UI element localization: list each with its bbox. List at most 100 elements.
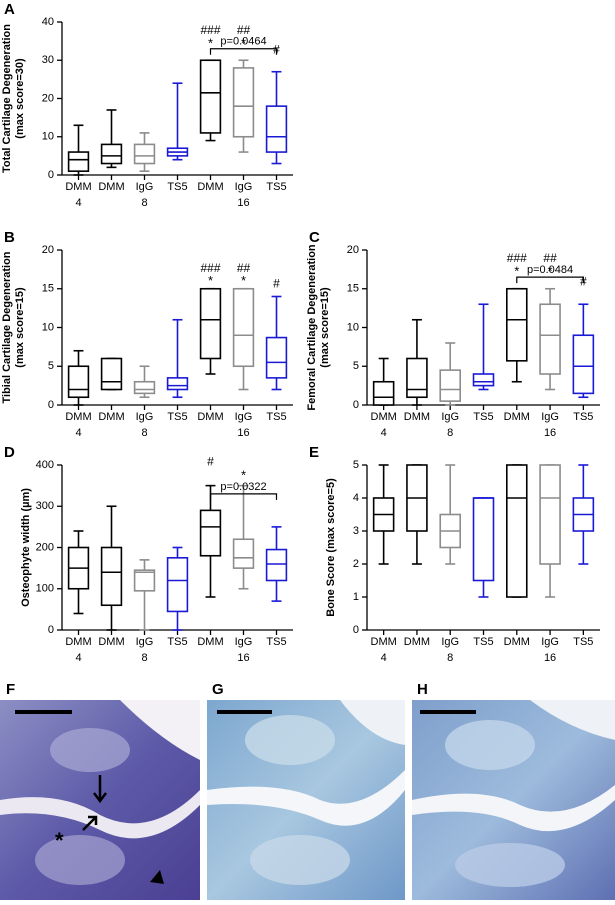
y-tick-label: 0 — [353, 624, 359, 636]
box — [67, 151, 90, 172]
x-tick-label: TS5 — [573, 636, 593, 648]
histology-g — [207, 700, 405, 900]
box — [199, 509, 222, 557]
box — [67, 365, 90, 399]
x-tick-label: IgG — [541, 636, 559, 648]
significance-label: ### — [200, 261, 220, 275]
box — [505, 464, 528, 598]
x-tick-label: DMM — [197, 636, 223, 648]
y-tick-label: 4 — [353, 492, 359, 504]
y-tick-label: 400 — [36, 459, 54, 471]
box — [472, 497, 495, 582]
x-tick-label: IgG — [441, 636, 459, 648]
y-axis-label: Femoral Cartilage Degeneration — [306, 244, 318, 411]
comparison-bracket — [209, 493, 278, 500]
x-tick-label: DMM — [98, 181, 124, 193]
x-group-label: 16 — [237, 197, 249, 209]
x-tick-label: DMM — [371, 636, 397, 648]
box — [406, 357, 428, 399]
y-tick-label: 0 — [48, 169, 54, 181]
y-tick-label: 30 — [42, 54, 54, 66]
image-label: H — [417, 681, 428, 698]
x-tick-label: TS5 — [167, 411, 187, 423]
histology-h — [412, 700, 615, 900]
x-group-label: 4 — [75, 197, 81, 209]
x-tick-label: DMM — [65, 411, 91, 423]
x-group-label: 8 — [447, 427, 453, 439]
x-tick-label: IgG — [235, 411, 253, 423]
panel-label: D — [4, 444, 15, 461]
histology-f: * — [0, 700, 200, 900]
box — [166, 377, 189, 391]
x-tick-label: DMM — [504, 636, 530, 648]
box — [232, 287, 255, 368]
box — [232, 67, 255, 138]
x-tick-label: DMM — [504, 411, 530, 423]
panel-label: E — [309, 444, 319, 461]
x-tick-label: TS5 — [266, 411, 286, 423]
box — [100, 143, 123, 165]
x-group-label: 16 — [237, 427, 249, 439]
significance-label: # — [207, 455, 214, 469]
significance-label: # — [273, 277, 280, 291]
y-tick-label: 20 — [347, 244, 359, 256]
y-tick-label: 300 — [36, 500, 54, 512]
svg-text:*: * — [55, 828, 64, 853]
x-tick-label: DMM — [98, 411, 124, 423]
panel-label: C — [309, 229, 320, 246]
box — [265, 336, 288, 379]
significance-label: ## — [237, 23, 251, 37]
star-label: * — [241, 35, 246, 50]
box — [133, 380, 156, 395]
x-tick-label: TS5 — [573, 411, 593, 423]
y-tick-label: 15 — [42, 283, 54, 295]
box — [505, 287, 528, 362]
x-group-label: 16 — [544, 427, 556, 439]
box — [539, 464, 561, 565]
y-tick-label: 40 — [42, 16, 54, 28]
x-tick-label: IgG — [136, 636, 154, 648]
x-group-label: 4 — [75, 652, 81, 664]
image-label: G — [212, 681, 224, 698]
y-tick-label: 20 — [42, 92, 54, 104]
y-tick-label: 0 — [48, 624, 54, 636]
y-tick-label: 20 — [42, 244, 54, 256]
y-axis-label: Total Cartilage Degeneration — [1, 24, 13, 173]
star-label: * — [208, 273, 213, 288]
x-tick-label: DMM — [404, 636, 430, 648]
x-group-label: 8 — [141, 652, 147, 664]
y-axis-label: (max score=15) — [14, 287, 26, 368]
y-axis-label: Osteophyte width (µm) — [20, 488, 32, 607]
y-axis-label: Tibial Cartilage Degeneration — [1, 251, 13, 403]
box — [372, 380, 395, 406]
comparison-bracket — [209, 48, 278, 55]
x-tick-label: TS5 — [167, 636, 187, 648]
star-label: * — [514, 263, 519, 278]
box — [472, 373, 495, 387]
star-label: * — [208, 35, 213, 50]
x-tick-label: DMM — [65, 636, 91, 648]
image-label: F — [6, 681, 15, 698]
x-tick-label: DMM — [197, 181, 223, 193]
significance-label: ## — [237, 261, 251, 275]
y-tick-label: 10 — [42, 131, 54, 143]
y-tick-label: 5 — [48, 360, 54, 372]
box — [572, 334, 595, 395]
significance-label: ### — [507, 251, 527, 265]
x-tick-label: DMM — [65, 181, 91, 193]
x-group-label: 8 — [141, 197, 147, 209]
box — [100, 357, 123, 391]
panel-label: B — [4, 229, 15, 246]
y-tick-label: 5 — [353, 360, 359, 372]
y-axis-label: Bone Score (max score=5) — [325, 478, 337, 617]
y-axis-label: (max score=30) — [14, 58, 26, 139]
box — [439, 369, 462, 402]
x-group-label: 4 — [381, 652, 387, 664]
x-tick-label: TS5 — [473, 636, 493, 648]
y-tick-label: 2 — [353, 558, 359, 570]
box — [133, 143, 156, 165]
y-tick-label: 200 — [36, 541, 54, 553]
x-tick-label: IgG — [136, 411, 154, 423]
